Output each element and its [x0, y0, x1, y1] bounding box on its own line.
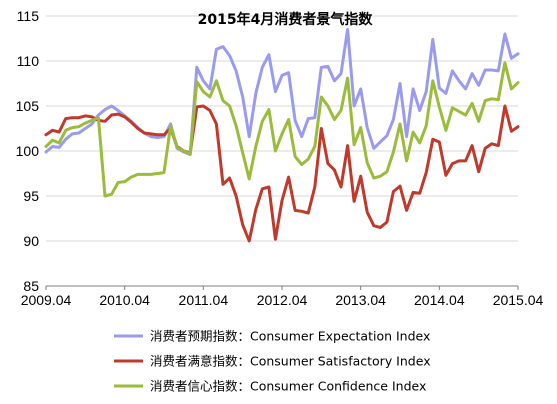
y-tick-label: 105: [16, 98, 40, 114]
series-3: [44, 61, 520, 198]
grid: [46, 15, 518, 242]
y-tick-label: 100: [16, 143, 40, 159]
y-tick-label: 90: [23, 233, 39, 249]
legend-label: 消费者信心指数：Consumer Confidence Index: [150, 379, 426, 394]
x-tick-label: 2013.04: [335, 292, 386, 308]
series-line: [44, 104, 520, 243]
legend: 消费者预期指数：Consumer Expectation Index 消费者满意指…: [114, 329, 431, 394]
series-layer: [44, 28, 520, 243]
x-tick-label: 2012.04: [257, 292, 308, 308]
x-tick-label: 2010.04: [99, 292, 150, 308]
x-tick-label: 2015.04: [493, 292, 544, 308]
x-tick-label: 2009.04: [21, 292, 72, 308]
series-2: [44, 104, 520, 243]
y-tick-label: 115: [17, 8, 40, 24]
chart-title: 2015年4月消费者景气指数: [198, 11, 374, 28]
x-tick-label: 2014.04: [414, 292, 465, 308]
legend-label: 消费者满意指数：Consumer Satisfactory Index: [150, 354, 431, 369]
x-tick-label: 2011.04: [179, 292, 229, 308]
y-tick-label: 95: [23, 188, 39, 204]
legend-label: 消费者预期指数：Consumer Expectation Index: [150, 329, 430, 344]
axes: 85 90 95 100 105 110 115 2009.04 2010.04 2011.04 2…: [16, 8, 544, 308]
y-tick-label: 110: [17, 53, 40, 69]
y-tick-label: 85: [23, 278, 39, 294]
series-line: [44, 61, 520, 198]
